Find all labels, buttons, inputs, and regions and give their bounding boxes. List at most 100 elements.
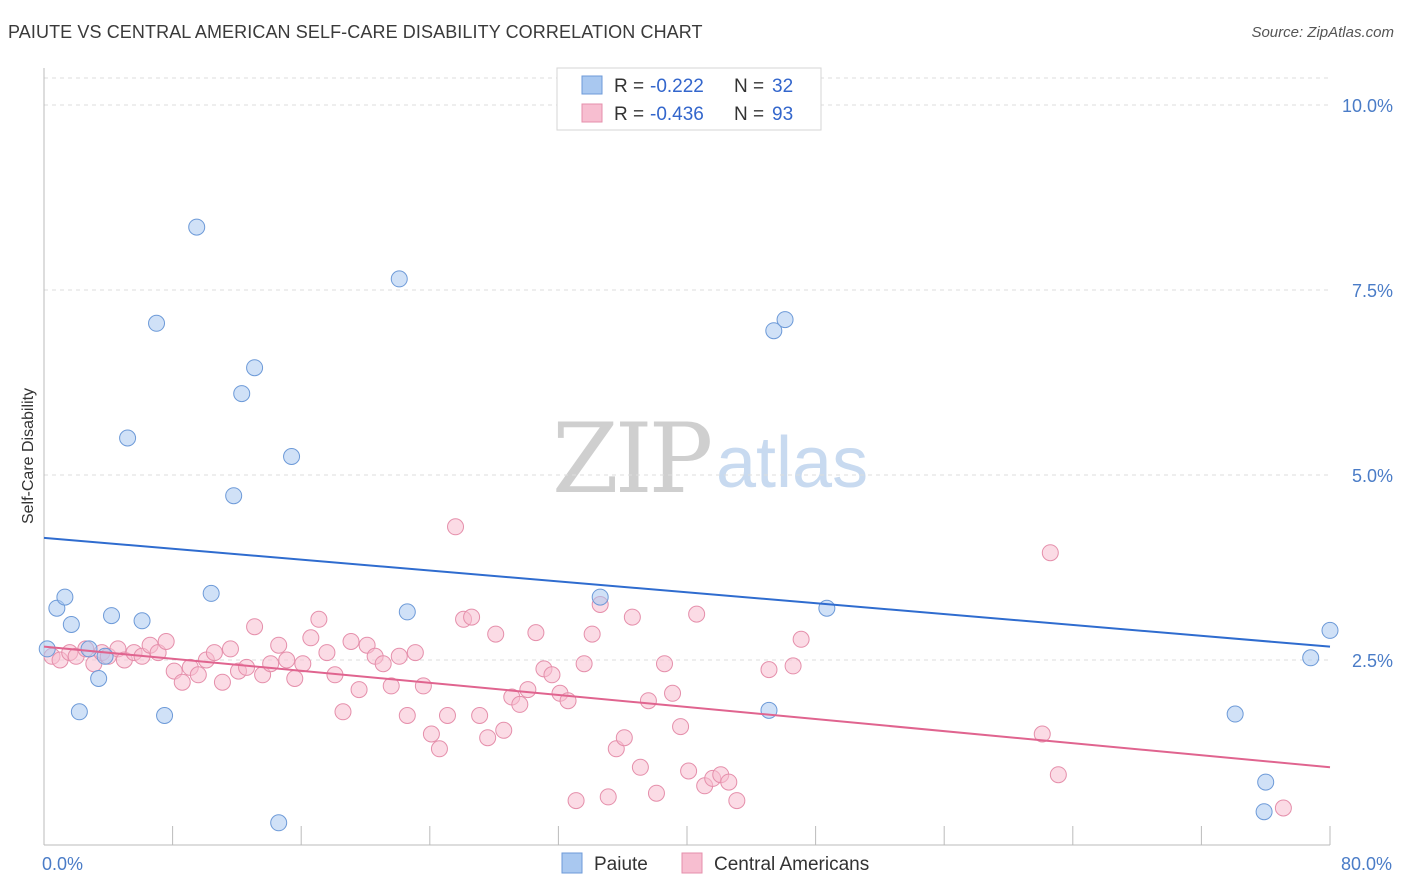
point-paiute — [62, 615, 80, 633]
watermark-atlas: atlas — [716, 423, 868, 503]
point-paiute — [283, 448, 301, 465]
chart-source: Source: ZipAtlas.com — [1251, 24, 1394, 41]
point-paiute — [156, 707, 174, 724]
bottom-legend-label-central: Central Americans — [714, 854, 869, 875]
y-tick-label: 2.5% — [1352, 651, 1393, 671]
point-central-americans — [1049, 766, 1067, 784]
point-central-americans — [720, 773, 738, 791]
point-central-americans — [463, 608, 481, 626]
point-central-americans — [310, 610, 328, 628]
point-central-americans — [430, 740, 448, 758]
point-central-americans — [543, 666, 561, 684]
point-paiute — [591, 588, 609, 606]
point-paiute — [70, 703, 88, 721]
point-paiute — [1226, 705, 1244, 723]
point-paiute — [103, 607, 121, 625]
point-central-americans — [688, 605, 706, 623]
y-tick-label: 10.0% — [1342, 96, 1393, 116]
point-paiute — [398, 603, 416, 621]
point-central-americans — [318, 644, 336, 662]
point-paiute — [56, 588, 74, 606]
point-central-americans — [414, 677, 432, 695]
point-central-americans — [479, 729, 497, 747]
point-central-americans — [238, 658, 256, 676]
point-paiute — [270, 814, 288, 832]
point-central-americans — [631, 758, 649, 776]
point-central-americans — [583, 625, 601, 643]
point-central-americans — [567, 792, 585, 810]
point-central-americans — [655, 655, 673, 673]
point-paiute — [1302, 649, 1320, 667]
x-tick-label-max: 80.0% — [1341, 854, 1392, 874]
trend-lines — [43, 536, 1331, 769]
bottom-legend-label-paiute: Paiute — [594, 854, 648, 875]
y-tick-label: 5.0% — [1352, 466, 1393, 486]
point-central-americans — [213, 673, 231, 691]
point-central-americans — [294, 655, 312, 673]
y-axis-title: Self-Care Disability — [20, 388, 37, 524]
point-central-americans — [639, 692, 657, 710]
point-paiute — [246, 359, 264, 377]
legend-r-value-central: -0.436 — [650, 104, 704, 125]
point-central-americans — [157, 633, 175, 650]
point-central-americans — [527, 624, 545, 642]
point-central-americans — [1274, 799, 1292, 817]
series-legend: Paiute Central Americans — [561, 852, 869, 875]
point-central-americans — [664, 684, 682, 702]
point-central-americans — [647, 784, 665, 802]
legend-n-label-central: N = — [734, 104, 764, 125]
point-paiute — [765, 322, 783, 340]
point-central-americans — [374, 655, 392, 673]
point-central-americans — [205, 644, 223, 662]
legend-n-value-paiute: 32 — [772, 76, 793, 97]
point-central-americans — [760, 661, 778, 679]
point-central-americans — [1041, 544, 1059, 562]
legend-swatch-paiute — [581, 75, 603, 95]
point-central-americans — [189, 666, 207, 684]
point-central-americans — [672, 718, 690, 736]
point-central-americans — [390, 647, 408, 665]
x-tick-label-min: 0.0% — [42, 854, 83, 874]
watermark-zip: ZIP — [552, 403, 711, 515]
point-paiute — [225, 487, 243, 505]
correlation-legend: R = -0.222 N = 32 R = -0.436 N = 93 — [556, 67, 822, 131]
point-paiute — [133, 612, 151, 630]
legend-r-value-paiute: -0.222 — [650, 76, 704, 97]
bottom-legend-swatch-central — [681, 852, 703, 874]
point-central-americans — [511, 695, 529, 713]
point-central-americans — [487, 625, 505, 643]
point-paiute — [96, 647, 114, 665]
point-central-americans — [471, 707, 489, 724]
point-central-americans — [519, 681, 537, 699]
point-central-americans — [495, 721, 513, 739]
point-central-americans — [382, 677, 400, 695]
point-paiute — [188, 218, 206, 236]
point-paiute — [38, 640, 56, 658]
point-paiute — [148, 314, 166, 332]
point-central-americans — [422, 725, 440, 743]
point-central-americans — [1033, 725, 1051, 743]
point-central-americans — [447, 518, 465, 536]
chart-title: PAIUTE VS CENTRAL AMERICAN SELF-CARE DIS… — [8, 22, 703, 42]
data-points — [38, 218, 1339, 832]
point-central-americans — [221, 640, 239, 658]
point-paiute — [1257, 773, 1275, 791]
trend-line-paiute — [43, 536, 1331, 648]
point-central-americans — [246, 618, 264, 636]
legend-r-label-paiute: R = — [614, 76, 644, 97]
point-central-americans — [623, 608, 641, 626]
point-paiute — [1321, 621, 1339, 639]
point-paiute — [233, 385, 251, 403]
point-central-americans — [438, 707, 456, 724]
point-central-americans — [575, 655, 593, 673]
point-paiute — [390, 270, 408, 288]
point-central-americans — [615, 729, 633, 747]
x-axis-ticks — [172, 826, 1331, 845]
gridlines — [44, 77, 1330, 661]
y-tick-label: 7.5% — [1352, 281, 1393, 301]
watermark: ZIP atlas — [552, 403, 868, 515]
point-central-americans — [342, 633, 360, 650]
point-central-americans — [286, 670, 304, 687]
point-central-americans — [406, 644, 424, 662]
